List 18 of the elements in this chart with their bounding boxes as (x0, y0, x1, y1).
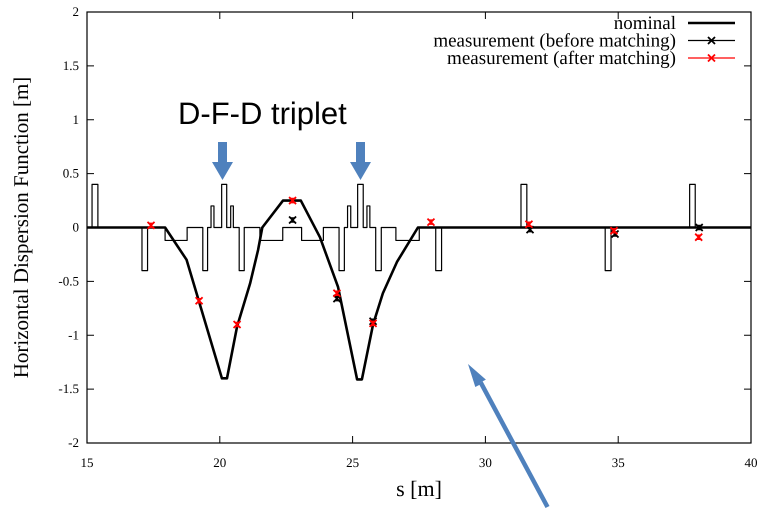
y-tick-label: -0.5 (58, 273, 79, 288)
y-axis-title: Horizontal Dispersion Function [m] (9, 76, 33, 378)
x-tick-label: 30 (478, 455, 492, 470)
y-tick-label: 1.5 (62, 58, 79, 73)
y-tick-label: -1 (68, 327, 79, 342)
x-tick-label: 35 (612, 455, 625, 470)
annotation: D-F-D triplet (178, 96, 348, 131)
y-tick-label: -2 (68, 435, 79, 450)
x-axis-title: s [m] (396, 476, 442, 501)
x-tick-label: 40 (744, 455, 757, 470)
y-tick-label: -1.5 (58, 381, 79, 396)
x-tick-label: 25 (346, 455, 360, 470)
y-tick-label: 0 (72, 220, 79, 234)
y-tick-label: 1 (72, 112, 79, 127)
x-tick-label: 20 (213, 455, 226, 470)
x-tick-label: 15 (80, 455, 94, 470)
y-tick-label: 2 (72, 4, 79, 19)
y-tick-label: 0.5 (62, 166, 79, 181)
